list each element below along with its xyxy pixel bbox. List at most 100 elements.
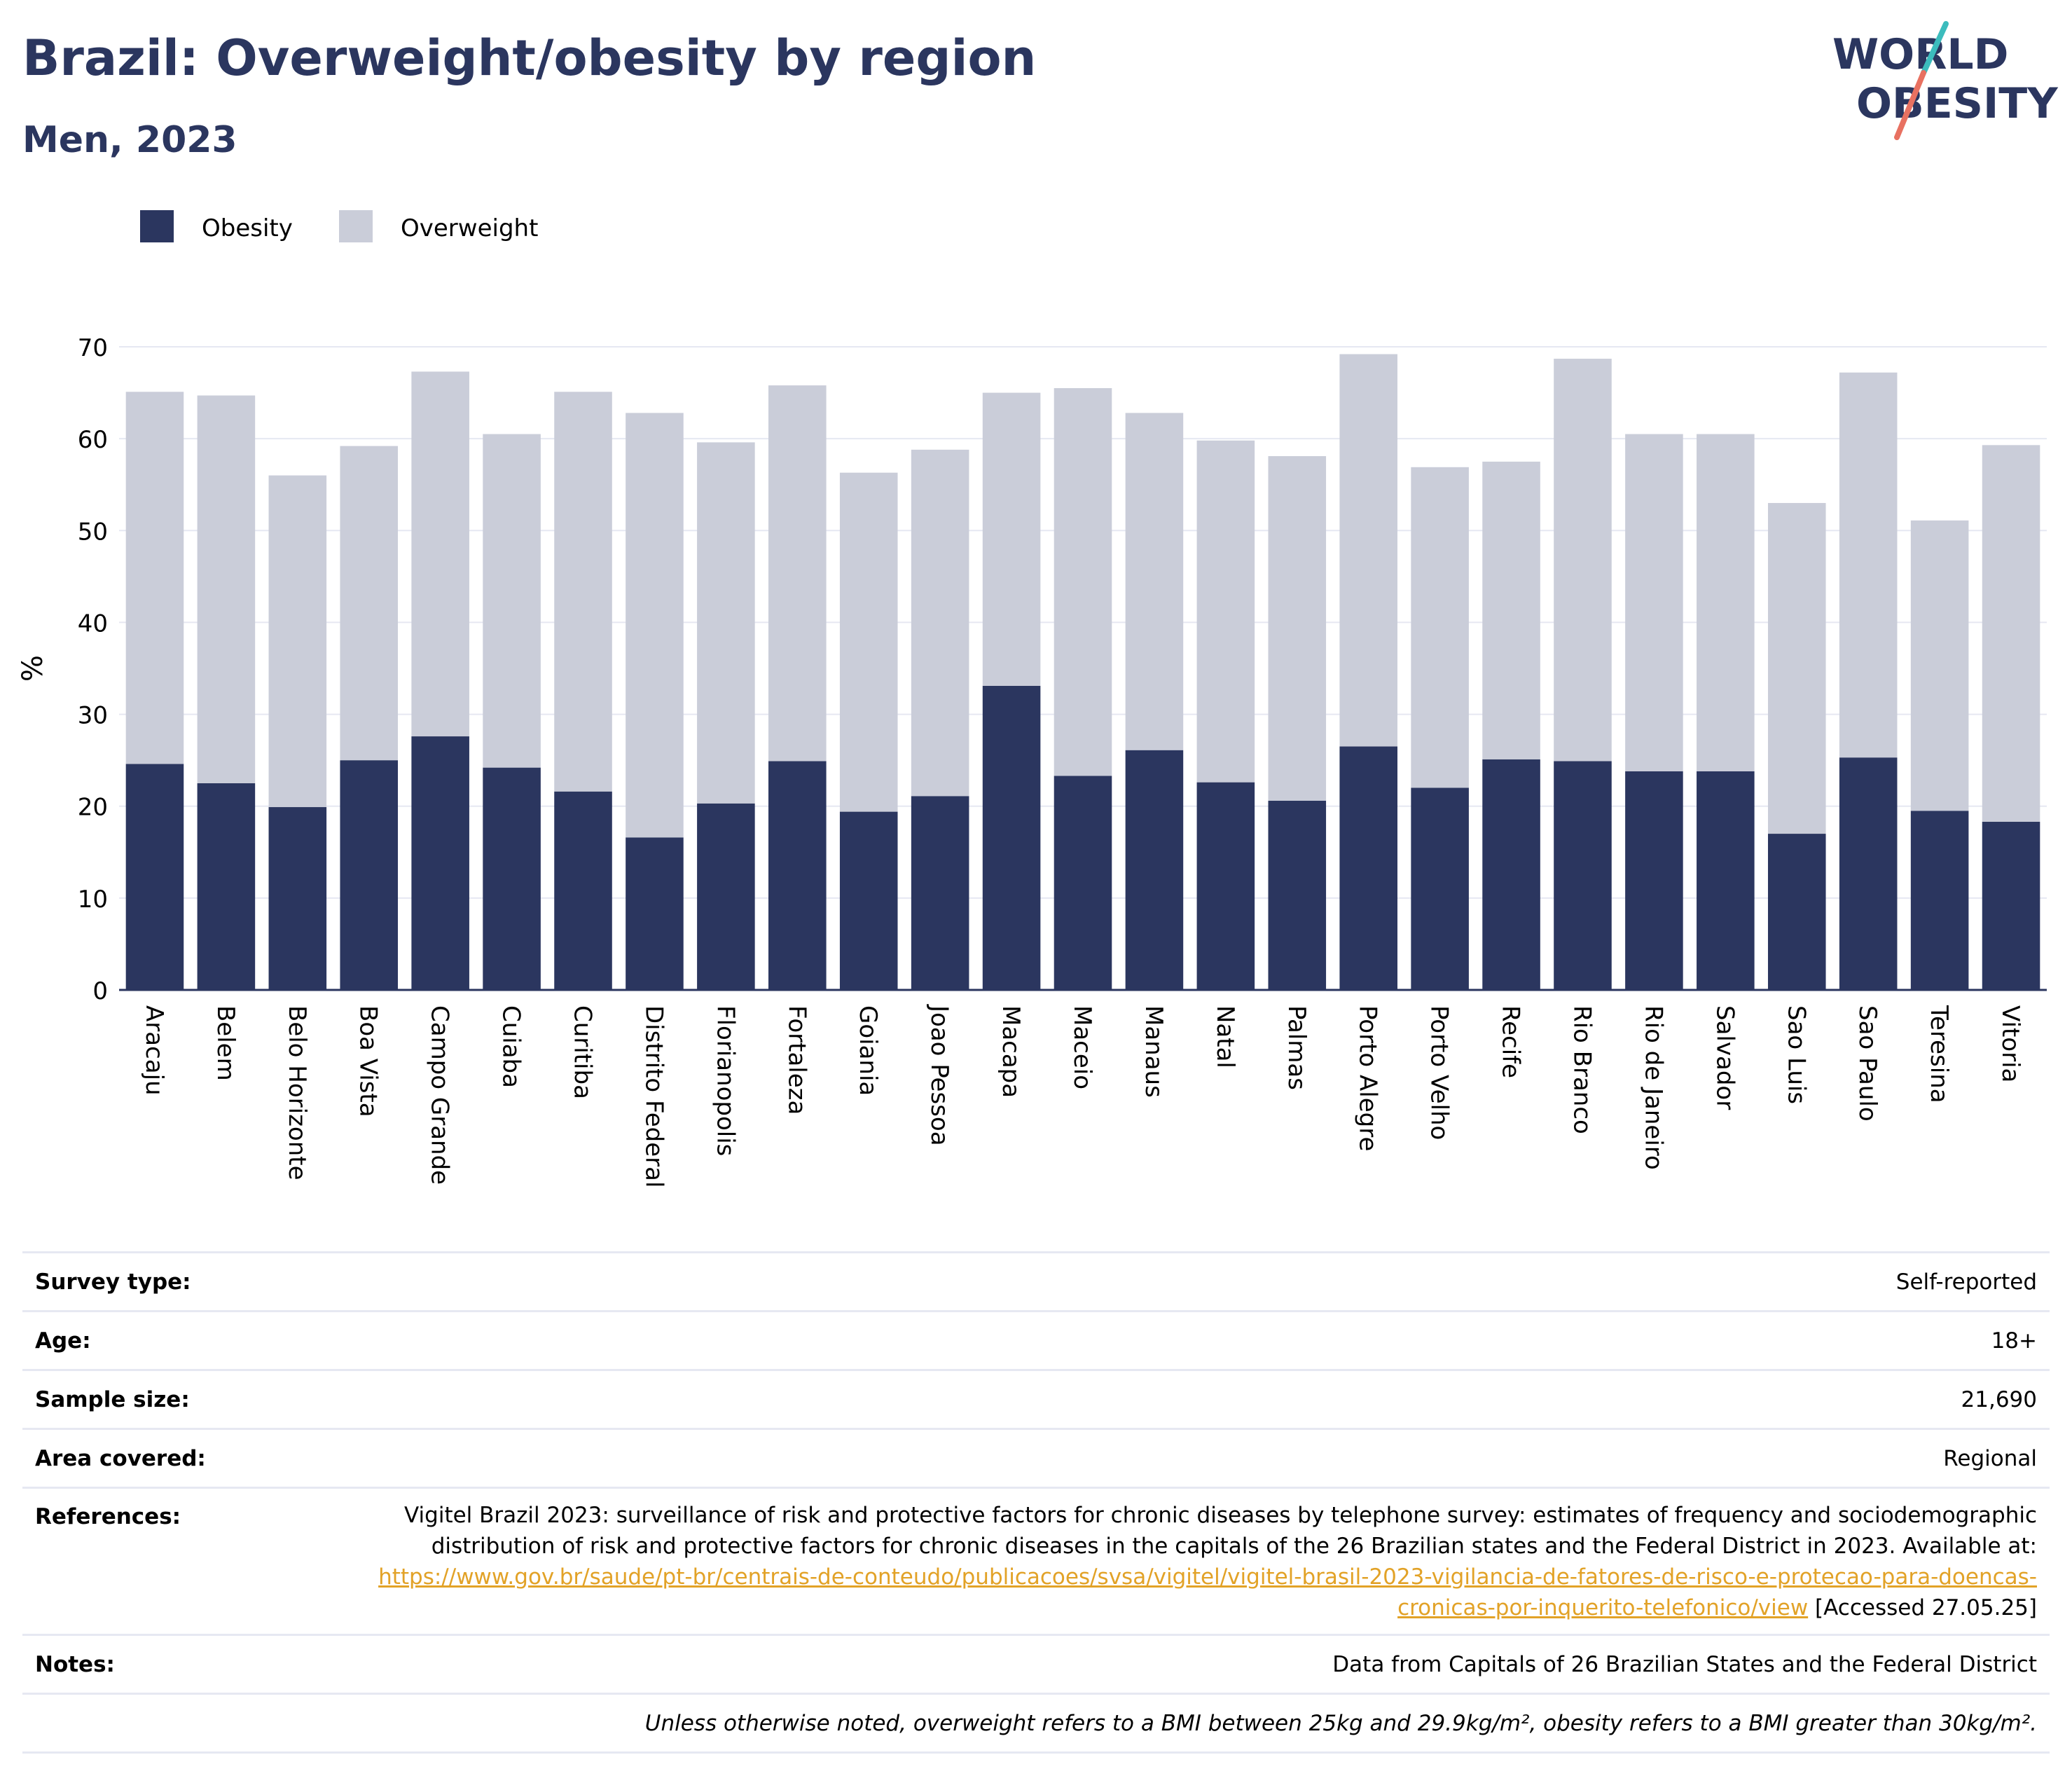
legend-label-overweight: Overweight	[401, 214, 538, 242]
page-title: Brazil: Overweight/obesity by region	[22, 29, 1037, 87]
bar-obesity-porto-velho	[1411, 787, 1469, 990]
bar-overweight-aracaju	[125, 392, 184, 764]
x-tick-label-sao-luis: Sao Luis	[1782, 1005, 1810, 1104]
bar-overweight-florianopolis	[697, 442, 755, 804]
y-axis-tick-labels: 0 10 20 30 40 50 60 70	[78, 334, 108, 1005]
world-obesity-logo: WORLD OBESITY	[1832, 21, 2059, 140]
x-tick-label-florianopolis: Florianopolis	[711, 1005, 739, 1156]
x-tick-label-vitoria: Vitoria	[1996, 1005, 2024, 1082]
bar-obesity-aracaju	[125, 764, 184, 990]
bar-obesity-sao-luis	[1767, 834, 1826, 990]
bar-overweight-manaus	[1125, 413, 1184, 750]
bar-overweight-porto-alegre	[1339, 354, 1397, 747]
bar-overweight-sao-paulo	[1839, 372, 1898, 758]
y-tick-label-70: 70	[78, 334, 108, 362]
y-tick-label-20: 20	[78, 794, 108, 822]
survey-info-table: Survey type: Self-reported Age: 18+ Samp…	[22, 1251, 2050, 1754]
x-tick-label-rio-de-janeiro: Rio de Janeiro	[1639, 1005, 1667, 1170]
bar-overweight-joao-pessoa	[911, 449, 969, 797]
x-tick-label-belo-horizonte: Belo Horizonte	[283, 1005, 311, 1180]
x-tick-label-curitiba: Curitiba	[569, 1005, 597, 1099]
x-tick-label-joao-pessoa: Joao Pessoa	[925, 1004, 953, 1146]
bar-obesity-sao-paulo	[1839, 757, 1898, 990]
bar-overweight-cuiaba	[483, 434, 541, 768]
sample-size-value: 21,690	[328, 1369, 2050, 1429]
bar-obesity-rio-branco	[1554, 761, 1612, 990]
bar-obesity-teresina	[1910, 811, 1969, 990]
bar-obesity-vitoria	[1982, 822, 2040, 990]
x-tick-label-porto-velho: Porto Velho	[1425, 1005, 1453, 1140]
y-tick-label-50: 50	[78, 518, 108, 546]
x-tick-label-distrito-federal: Distrito Federal	[640, 1005, 668, 1187]
references-text: Vigitel Brazil 2023: surveillance of ris…	[404, 1502, 2037, 1559]
x-tick-label-manaus: Manaus	[1140, 1005, 1168, 1098]
references-value: Vigitel Brazil 2023: surveillance of ris…	[328, 1487, 2050, 1635]
chart-bars	[125, 354, 2040, 990]
bar-obesity-belo-horizonte	[268, 807, 327, 990]
y-axis-label: %	[17, 655, 49, 682]
x-tick-label-rio-branco: Rio Branco	[1568, 1005, 1596, 1134]
logo-slash-teal	[1921, 21, 1949, 76]
info-row-footnote: Unless otherwise noted, overweight refer…	[22, 1693, 2050, 1754]
x-tick-label-palmas: Palmas	[1283, 1005, 1311, 1090]
bar-obesity-manaus	[1125, 750, 1184, 990]
x-tick-label-boa-vista: Boa Vista	[354, 1005, 382, 1117]
references-accessed: [Accessed 27.05.25]	[1808, 1595, 2037, 1620]
bar-overweight-teresina	[1910, 520, 1969, 811]
x-tick-label-teresina: Teresina	[1925, 1005, 1953, 1103]
legend-label-obesity: Obesity	[202, 214, 293, 242]
bar-overweight-belo-horizonte	[268, 475, 327, 808]
x-tick-label-belem: Belem	[212, 1005, 240, 1081]
bar-overweight-distrito-federal	[626, 413, 684, 838]
bar-overweight-natal	[1196, 440, 1255, 783]
bar-overweight-salvador	[1697, 434, 1755, 771]
bar-overweight-vitoria	[1982, 445, 2040, 822]
x-axis-tick-labels: Aracaju Belem Belo Horizonte Boa Vista Campo…	[140, 1004, 2024, 1187]
info-row-age: Age: 18+	[22, 1310, 2050, 1370]
bar-overweight-macapa	[982, 392, 1041, 686]
bar-obesity-distrito-federal	[626, 837, 684, 990]
bar-overweight-maceio	[1054, 388, 1112, 776]
x-tick-label-fortaleza: Fortaleza	[782, 1005, 810, 1115]
stacked-bar-chart: Obesity Overweight 0 10 20 30 40 50 60 70 % Ara…	[17, 210, 2047, 1187]
y-tick-label-0: 0	[92, 977, 108, 1005]
bar-overweight-belem	[197, 395, 256, 783]
bar-obesity-recife	[1482, 759, 1540, 990]
bar-obesity-maceio	[1054, 776, 1112, 990]
logo-text-obesity: OBESITY	[1856, 79, 2059, 128]
sample-size-label: Sample size:	[22, 1369, 328, 1429]
references-label: References:	[22, 1487, 328, 1635]
bar-obesity-natal	[1196, 782, 1255, 990]
bar-obesity-florianopolis	[697, 803, 755, 990]
bar-obesity-fortaleza	[768, 761, 827, 990]
x-tick-label-porto-alegre: Porto Alegre	[1354, 1005, 1382, 1151]
bar-obesity-palmas	[1268, 800, 1327, 990]
y-tick-label-60: 60	[78, 426, 108, 454]
x-tick-label-cuiaba: Cuiaba	[497, 1005, 525, 1088]
x-tick-label-natal: Natal	[1211, 1005, 1239, 1068]
x-tick-label-sao-paulo: Sao Paulo	[1853, 1005, 1881, 1122]
x-tick-label-campo-grande: Campo Grande	[426, 1005, 454, 1185]
bar-obesity-boa-vista	[340, 760, 399, 990]
bar-overweight-sao-luis	[1767, 502, 1826, 834]
chart-legend: Obesity Overweight	[140, 210, 538, 242]
page-subtitle: Men, 2023	[22, 119, 237, 161]
bar-overweight-porto-velho	[1411, 467, 1469, 788]
logo-slash-coral	[1894, 70, 1926, 140]
legend-swatch-overweight	[339, 210, 373, 242]
age-value: 18+	[328, 1310, 2050, 1370]
bar-obesity-joao-pessoa	[911, 796, 969, 990]
references-link[interactable]: https://www.gov.br/saude/pt-br/centrais-…	[378, 1564, 2037, 1620]
bar-overweight-recife	[1482, 461, 1540, 759]
bar-overweight-rio-branco	[1554, 359, 1612, 762]
x-tick-label-goiania: Goiania	[854, 1005, 882, 1096]
x-tick-label-macapa: Macapa	[997, 1005, 1025, 1098]
x-tick-label-aracaju: Aracaju	[140, 1005, 168, 1096]
x-tick-label-salvador: Salvador	[1711, 1005, 1739, 1110]
bar-obesity-rio-de-janeiro	[1625, 771, 1683, 990]
bar-overweight-fortaleza	[768, 385, 827, 762]
info-row-notes: Notes: Data from Capitals of 26 Brazilia…	[22, 1634, 2050, 1694]
y-tick-label-30: 30	[78, 702, 108, 730]
x-tick-label-maceio: Maceio	[1068, 1005, 1096, 1089]
bar-obesity-goiania	[839, 811, 898, 990]
